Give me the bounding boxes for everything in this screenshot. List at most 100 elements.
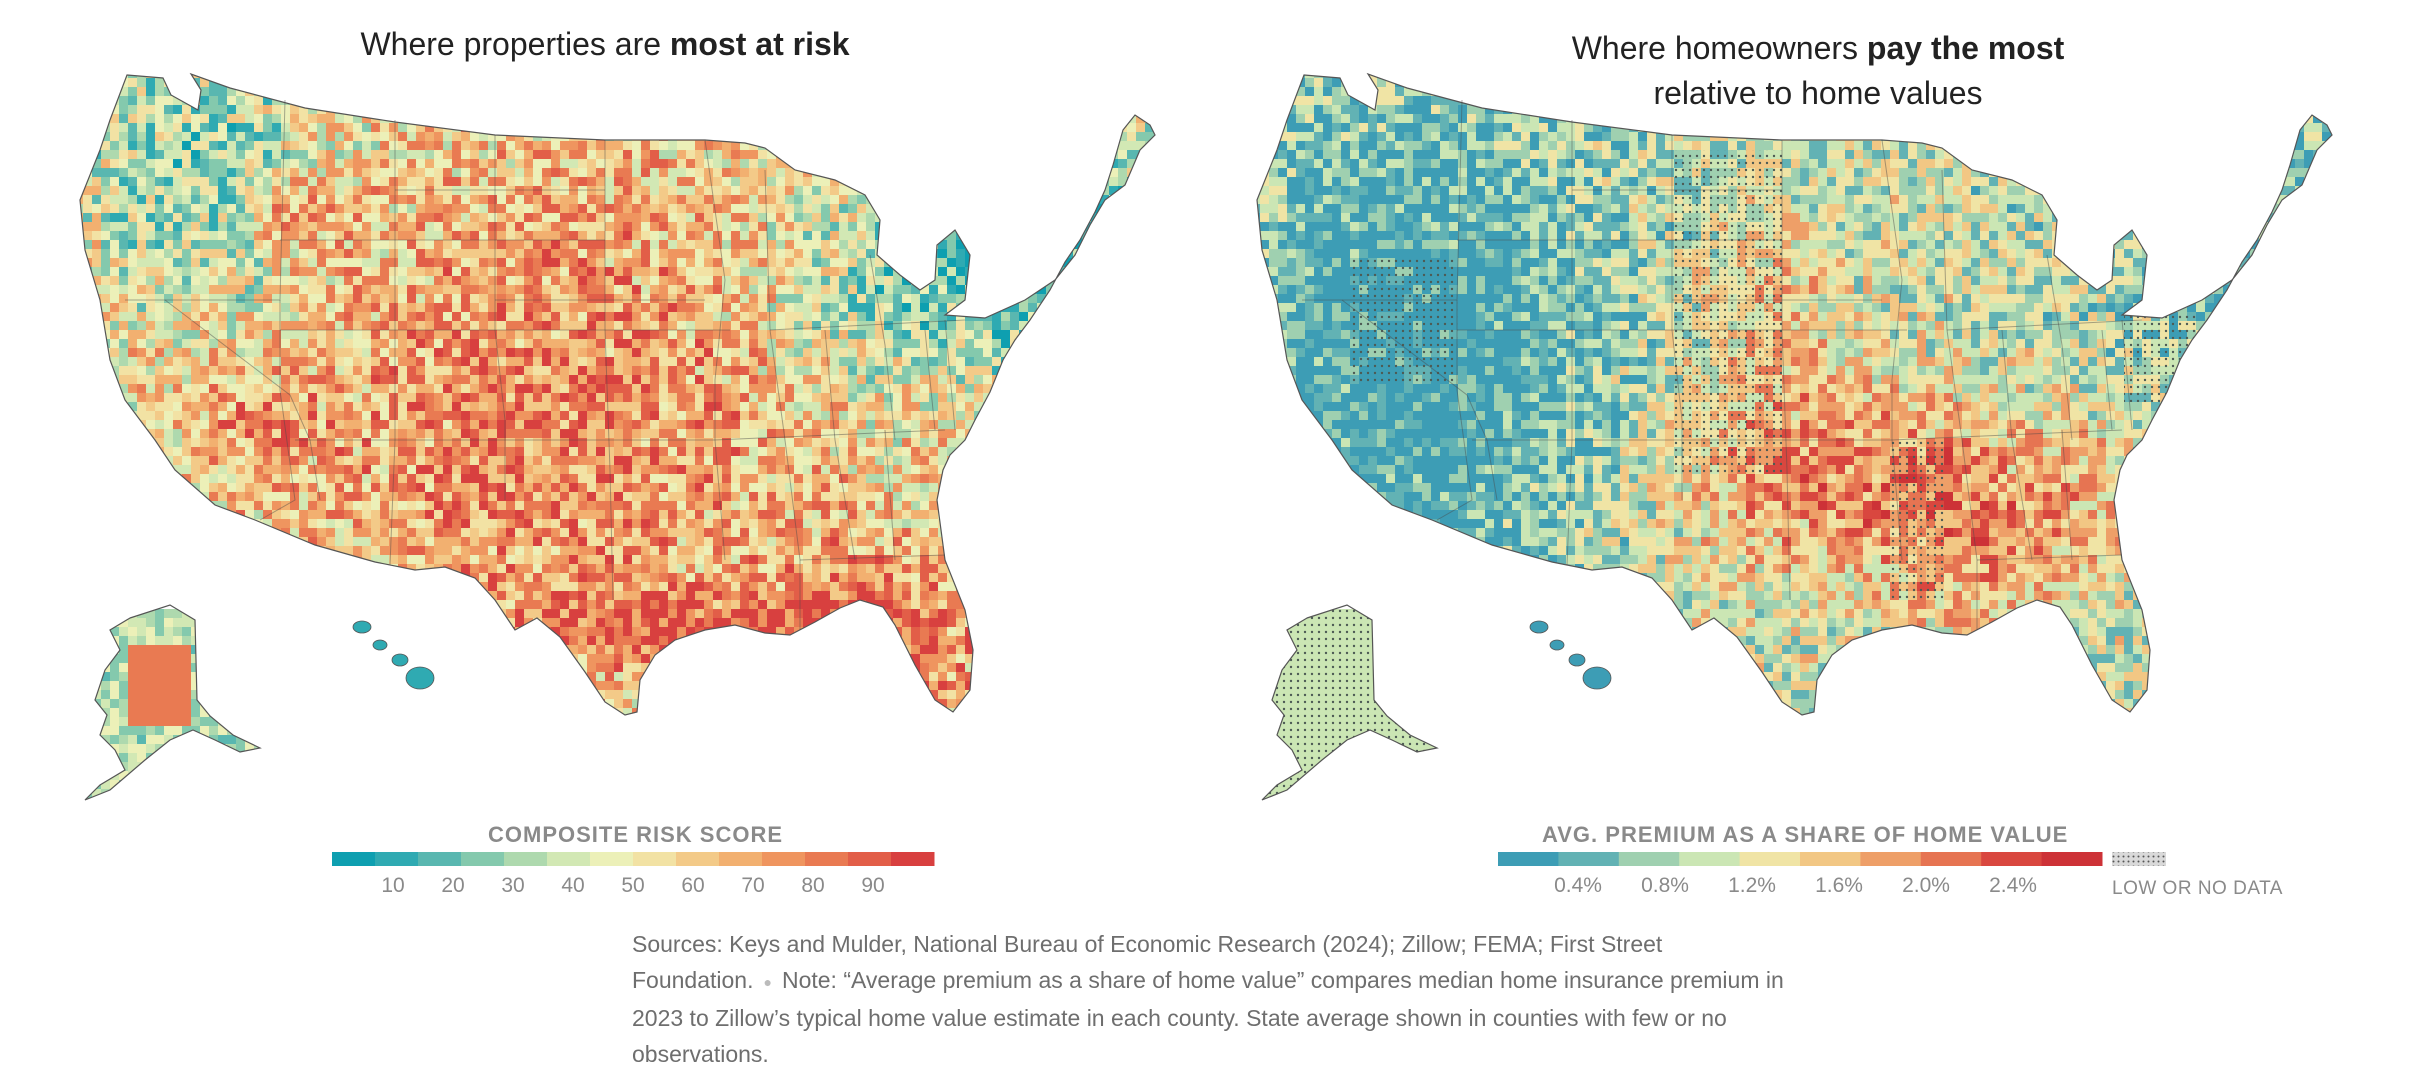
county-cell: [623, 186, 633, 196]
county-cell: [200, 393, 210, 403]
county-cell: [1091, 231, 1101, 241]
county-cell: [722, 78, 732, 88]
county-cell: [893, 321, 903, 331]
county-cell: [371, 87, 381, 97]
county-cell: [740, 285, 750, 295]
county-cell: [632, 213, 642, 223]
county-cell: [191, 411, 201, 421]
county-cell: [956, 402, 966, 412]
county-cell: [1028, 105, 1038, 115]
county-cell: [605, 159, 615, 169]
county-cell: [182, 366, 192, 376]
county-cell: [290, 87, 300, 97]
county-cell: [227, 168, 237, 178]
county-cell: [506, 285, 516, 295]
county-cell: [80, 96, 84, 106]
county-cell: [209, 204, 219, 214]
county-cell: [956, 384, 966, 394]
county-cell: [974, 141, 984, 151]
county-cell: [1046, 123, 1056, 133]
county-cell: [200, 168, 210, 178]
county-cell: [272, 258, 282, 268]
county-cell: [587, 294, 597, 304]
county-cell: [1055, 294, 1065, 304]
county-cell: [1037, 393, 1047, 403]
county-cell: [461, 150, 471, 160]
county-cell: [1127, 393, 1137, 403]
county-cell: [326, 231, 336, 241]
county-cell: [974, 213, 984, 223]
county-cell: [560, 357, 570, 367]
county-cell: [713, 411, 723, 421]
county-cell: [335, 168, 345, 178]
county-cell: [1073, 60, 1083, 70]
county-cell: [470, 294, 480, 304]
county-cell: [146, 294, 156, 304]
county-cell: [650, 285, 660, 295]
county-cell: [425, 411, 435, 421]
county-cell: [128, 195, 138, 205]
county-cell: [704, 276, 714, 286]
county-cell: [1073, 186, 1083, 196]
county-cell: [875, 123, 885, 133]
county-cell: [497, 366, 507, 376]
county-cell: [1163, 258, 1173, 268]
county-cell: [983, 60, 993, 70]
county-cell: [911, 222, 921, 232]
county-cell: [821, 213, 831, 223]
county-cell: [614, 267, 624, 277]
county-cell: [884, 105, 894, 115]
county-cell: [1010, 132, 1020, 142]
county-cell: [974, 222, 984, 232]
county-cell: [137, 123, 147, 133]
county-cell: [263, 213, 273, 223]
county-cell: [803, 105, 813, 115]
county-cell: [1046, 222, 1056, 232]
county-cell: [344, 177, 354, 187]
county-cell: [443, 60, 453, 70]
county-cell: [65, 69, 75, 79]
county-cell: [848, 141, 858, 151]
county-cell: [416, 186, 426, 196]
county-cell: [1073, 231, 1083, 241]
county-cell: [1136, 339, 1146, 349]
county-cell: [1145, 294, 1155, 304]
county-cell: [857, 78, 867, 88]
county-cell: [1082, 114, 1092, 124]
county-cell: [398, 60, 408, 70]
county-cell: [497, 186, 507, 196]
risk-map-title-text: Where properties are: [360, 26, 669, 62]
county-cell: [893, 213, 903, 223]
county-cell: [1127, 195, 1137, 205]
county-cell: [1154, 330, 1155, 340]
county-cell: [920, 384, 930, 394]
county-cell: [785, 240, 795, 250]
county-cell: [1145, 222, 1155, 232]
county-cell: [92, 384, 102, 394]
county-cell: [569, 204, 579, 214]
county-cell: [101, 276, 111, 286]
county-cell: [1037, 411, 1047, 421]
county-cell: [542, 366, 552, 376]
county-cell: [281, 258, 291, 268]
county-cell: [470, 87, 480, 97]
county-cell: [1127, 312, 1137, 322]
county-cell: [758, 240, 768, 250]
county-cell: [173, 312, 183, 322]
county-cell: [488, 375, 498, 385]
county-cell: [1046, 186, 1056, 196]
county-cell: [1037, 258, 1047, 268]
county-cell: [695, 285, 705, 295]
county-cell: [875, 339, 885, 349]
county-cell: [173, 393, 183, 403]
county-cell: [758, 402, 768, 412]
county-cell: [596, 177, 606, 187]
county-cell: [227, 150, 237, 160]
county-cell: [101, 159, 111, 169]
county-cell: [407, 348, 417, 358]
county-cell: [947, 384, 957, 394]
county-cell: [1046, 294, 1056, 304]
county-cell: [713, 96, 723, 106]
county-cell: [497, 375, 507, 385]
county-cell: [839, 366, 849, 376]
